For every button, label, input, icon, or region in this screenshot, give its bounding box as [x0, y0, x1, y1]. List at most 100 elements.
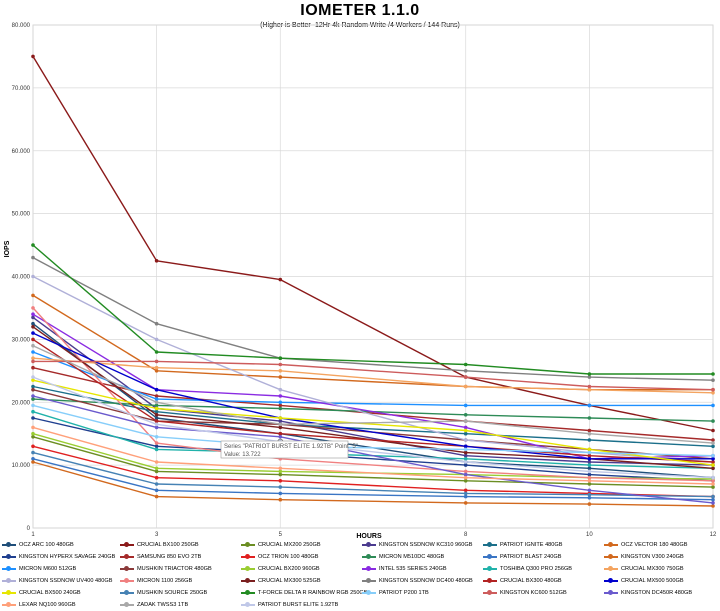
- data-point: [587, 428, 592, 433]
- y-tick-label: 50.000: [12, 212, 31, 218]
- y-axis-label: IOPS: [4, 240, 11, 257]
- legend-item: LEXAR NQ100 960GB: [2, 599, 76, 611]
- legend-item: OCZ TRION 100 480GB: [241, 551, 319, 563]
- data-point: [154, 469, 159, 474]
- data-point: [587, 375, 592, 379]
- data-point: [463, 425, 468, 430]
- data-point: [31, 365, 35, 370]
- data-point: [587, 482, 592, 486]
- legend-swatch: [241, 542, 255, 548]
- legend-label: KINGSTON SSDNOW DC400 480GB: [379, 578, 473, 584]
- data-point: [587, 460, 592, 464]
- x-tick-label: 1: [31, 532, 35, 538]
- legend-swatch: [604, 554, 618, 560]
- data-point: [587, 496, 592, 500]
- data-point: [154, 425, 159, 430]
- legend-label: PATRIOT BLAST 240GB: [500, 554, 562, 560]
- data-point: [278, 497, 283, 502]
- legend-label: KINGSTON HYPERX SAVAGE 240GB: [19, 554, 116, 560]
- data-point: [154, 359, 159, 364]
- legend-item: MUSHKIN SOURCE 250GB: [120, 587, 207, 599]
- data-point: [154, 422, 159, 427]
- data-point: [587, 472, 592, 477]
- x-tick-label: 5: [279, 532, 283, 538]
- data-point: [711, 444, 715, 449]
- y-tick-label: 40.000: [12, 275, 31, 281]
- data-point: [463, 438, 468, 442]
- data-point: [31, 457, 35, 461]
- series-line: [32, 417, 714, 482]
- legend-label: CRUCIAL MX300 750GB: [621, 566, 684, 572]
- data-point: [463, 428, 468, 433]
- legend-item: CRUCIAL MX500 500GB: [604, 575, 684, 587]
- data-point: [31, 350, 35, 354]
- data-point: [31, 384, 35, 389]
- data-point: [31, 394, 35, 398]
- data-point: [31, 306, 35, 310]
- series-line: [32, 244, 713, 375]
- x-axis-label: HOURS: [356, 533, 382, 540]
- legend-label: KINGSTON KC600 512GB: [500, 590, 567, 596]
- data-point: [587, 447, 592, 452]
- data-point: [587, 502, 592, 506]
- data-point: [711, 501, 715, 505]
- x-tick-label: 12: [710, 532, 717, 538]
- legend-label: ZADAK TWSS3 1TB: [137, 602, 189, 608]
- data-point: [154, 460, 159, 464]
- data-point: [31, 444, 35, 449]
- chart-subtitle: (Higher is Better -12Hr 4k Random Write …: [260, 22, 460, 29]
- legend-label: MICRON 1100 256GB: [137, 578, 193, 584]
- data-point: [278, 356, 283, 361]
- data-point: [711, 419, 715, 423]
- legend-swatch: [604, 566, 618, 572]
- legend-label: INTEL 535 SERIES 240GB: [379, 566, 447, 572]
- legend-item: KINGSTON SSDNOW KC310 960GB: [362, 539, 472, 551]
- data-point: [278, 369, 283, 373]
- legend-item: KINGSTON SSDNOW UV400 480GB: [2, 575, 112, 587]
- data-point: [154, 444, 159, 449]
- legend-label: CRUCIAL BX100 250GB: [137, 542, 199, 548]
- legend-item: CRUCIAL MX300 525GB: [241, 575, 321, 587]
- data-point: [154, 488, 159, 493]
- data-point: [278, 469, 283, 474]
- data-point: [31, 343, 35, 348]
- data-point: [31, 375, 35, 379]
- legend-label: CRUCIAL BX300 480GB: [500, 578, 562, 584]
- x-tick-label: 3: [155, 532, 159, 538]
- series-line: [32, 404, 714, 457]
- data-point: [587, 453, 592, 458]
- data-point: [154, 475, 159, 480]
- data-point: [463, 453, 468, 458]
- data-point: [154, 435, 159, 439]
- series-line: [32, 275, 714, 463]
- x-tick-labels: 1 3 5 8 10 12: [31, 532, 717, 538]
- data-point: [278, 277, 283, 282]
- data-point: [154, 441, 159, 445]
- data-point: [31, 425, 35, 430]
- data-point: [154, 409, 159, 414]
- data-point: [587, 457, 592, 461]
- series-line: [32, 445, 714, 498]
- legend-swatch: [241, 590, 255, 596]
- legend-item: PATRIOT P200 1TB: [362, 587, 429, 599]
- legend-item: INTEL 535 SERIES 240GB: [362, 563, 447, 575]
- data-point: [711, 504, 715, 508]
- x-tick-label: 8: [464, 532, 468, 538]
- data-point: [31, 312, 35, 317]
- legend-label: PATRIOT IGNITE 480GB: [500, 542, 563, 548]
- data-point: [278, 416, 283, 420]
- legend-swatch: [604, 542, 618, 548]
- data-point: [587, 416, 592, 420]
- data-point: [463, 447, 468, 452]
- series-line: [32, 451, 714, 498]
- series-line: [32, 436, 714, 488]
- data-point: [31, 293, 35, 298]
- data-point: [587, 450, 592, 455]
- legend-swatch: [2, 602, 16, 608]
- data-point: [31, 460, 35, 464]
- data-point: [31, 325, 35, 329]
- data-point: [463, 460, 468, 464]
- data-point: [154, 369, 159, 373]
- legend-swatch: [604, 578, 618, 584]
- data-point: [154, 321, 159, 326]
